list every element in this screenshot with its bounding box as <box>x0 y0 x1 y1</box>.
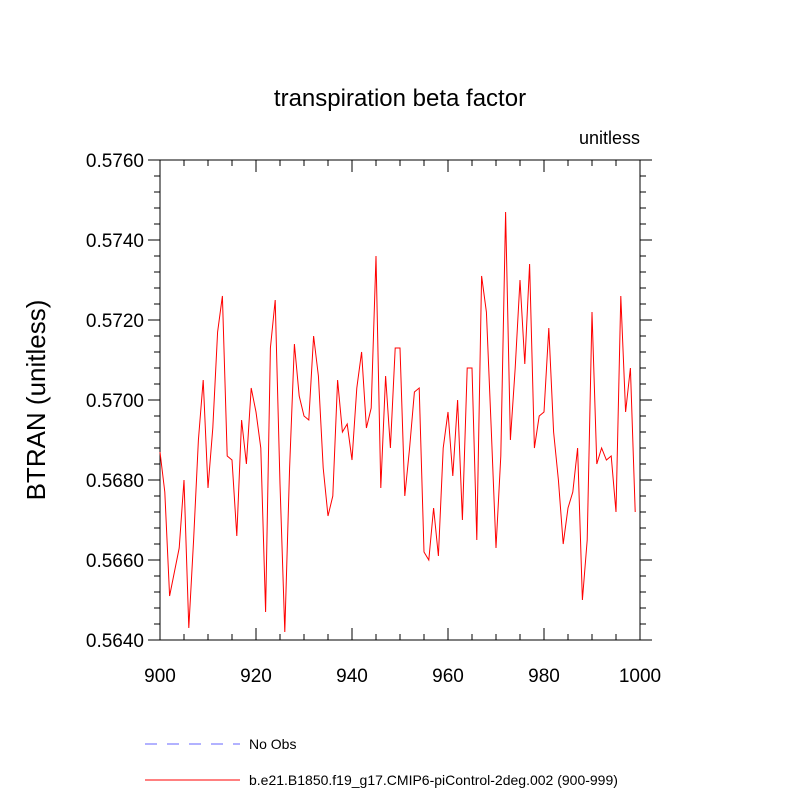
chart-title: transpiration beta factor <box>274 85 526 112</box>
plot-frame <box>159 159 641 641</box>
y-tick-label: 0.5700 <box>86 391 144 412</box>
x-tick-label: 920 <box>240 666 272 687</box>
x-tick-labels: 900 920 940 960 980 1000 <box>144 666 661 687</box>
y-tick-label: 0.5640 <box>86 631 144 652</box>
x-tick-label: 980 <box>528 666 560 687</box>
series-line-control-run <box>159 211 636 633</box>
y-tick-label: 0.5720 <box>86 311 144 332</box>
y-axis-label: BTRAN (unitless) <box>21 300 51 501</box>
units-label: unitless <box>579 128 640 148</box>
y-tick-label: 0.5680 <box>86 471 144 492</box>
legend: No Obs b.e21.B1850.f19_g17.CMIP6-piContr… <box>145 736 618 788</box>
series-group <box>159 211 636 633</box>
legend-label-no-obs: No Obs <box>249 736 296 752</box>
legend-label-control-run: b.e21.B1850.f19_g17.CMIP6-piControl-2deg… <box>249 772 618 788</box>
axis-ticks <box>148 159 652 641</box>
x-tick-label: 940 <box>336 666 368 687</box>
x-tick-label: 1000 <box>619 666 661 687</box>
y-tick-label: 0.5760 <box>86 151 144 172</box>
y-tick-label: 0.5660 <box>86 551 144 572</box>
x-tick-label: 900 <box>144 666 176 687</box>
y-tick-label: 0.5740 <box>86 231 144 252</box>
x-tick-label: 960 <box>432 666 464 687</box>
y-tick-labels: 0.5640 0.5660 0.5680 0.5700 0.5720 0.5740 0.57… <box>86 151 144 652</box>
